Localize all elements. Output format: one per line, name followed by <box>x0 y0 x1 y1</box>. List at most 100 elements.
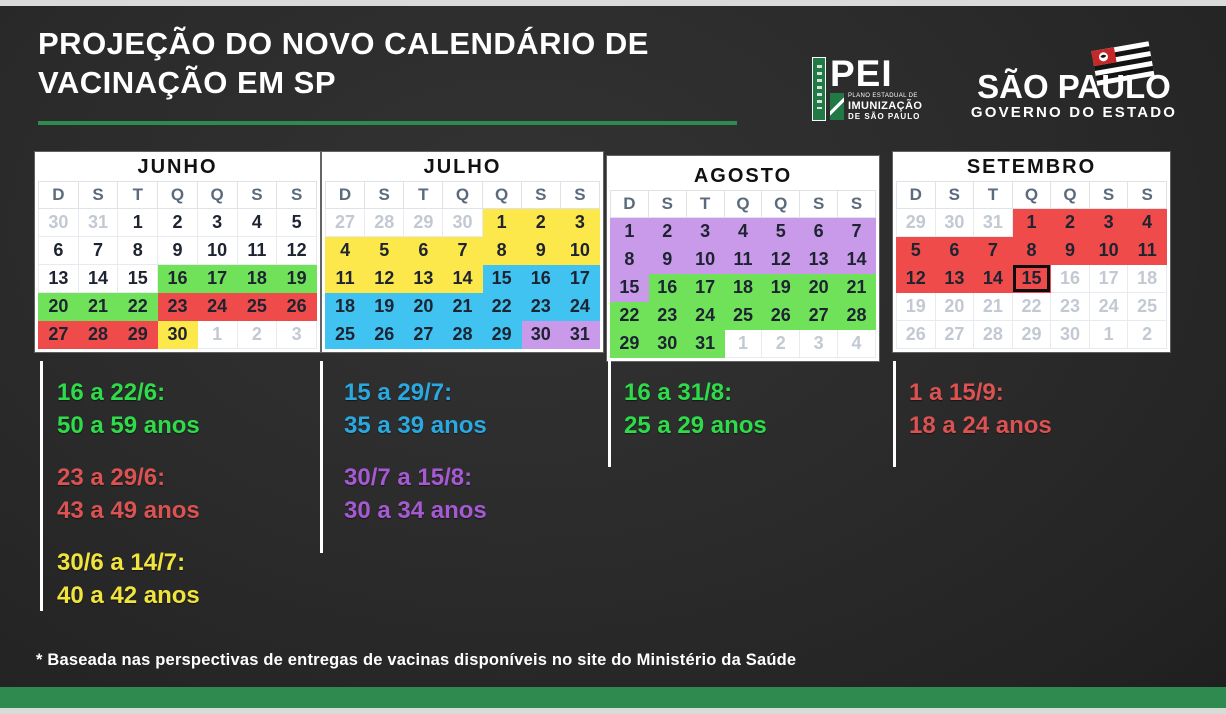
calendar-day: 22 <box>1011 291 1052 321</box>
legend-ages: 43 a 49 anos <box>57 497 200 524</box>
calendar-day: 7 <box>973 235 1013 265</box>
calendar-day: 15 <box>481 263 522 293</box>
legend-separator-line-4 <box>893 361 896 467</box>
calendar-day: 19 <box>761 272 801 302</box>
sp-logo-name: SÃO PAULO <box>977 68 1171 105</box>
calendar-day: 31 <box>685 328 725 358</box>
calendar-day: 20 <box>934 291 975 321</box>
legend-entry: 15 a 29/7: 35 a 39 anos <box>344 376 487 442</box>
legend-ages: 40 a 42 anos <box>57 582 200 609</box>
calendar-day: 1 <box>1088 319 1129 349</box>
calendar-day: 19 <box>276 263 317 293</box>
calendar-day: 29 <box>610 328 649 358</box>
calendar-day: 27 <box>403 319 444 349</box>
bottom-green-bar <box>0 687 1226 708</box>
calendar-day: 10 <box>196 235 238 265</box>
calendar-day: 22 <box>117 291 159 321</box>
calendar-day: 29 <box>403 207 444 237</box>
calendar-day: 8 <box>1011 235 1052 265</box>
calendar-week-row: 26 27 28 29 30 1 2 <box>896 319 1167 349</box>
calendar-day: 13 <box>403 263 444 293</box>
calendar-day: 11 <box>1127 235 1167 265</box>
calendar-day: 25 <box>324 319 366 349</box>
pei-subtitle-lines: PLANO ESTADUAL DE IMUNIZAÇÃO DE SÃO PAUL… <box>848 93 922 121</box>
calendar-day: 25 <box>723 300 763 330</box>
calendar-day: 20 <box>38 291 79 321</box>
calendar-day: 11 <box>723 244 763 274</box>
calendar-day: 1 <box>481 207 522 237</box>
calendar-day: 18 <box>1127 263 1167 293</box>
pei-logo-main: PEI PLANO ESTADUAL DE IMUNIZAÇÃO DE SÃO … <box>830 53 922 121</box>
pei-syringe-icon <box>830 93 844 120</box>
calendar-day: 14 <box>837 244 876 274</box>
weekday-header: Q <box>481 182 522 209</box>
page-title-line2: VACINAÇÃO EM SP <box>38 65 337 100</box>
legend-ages: 35 a 39 anos <box>344 412 487 439</box>
pei-subtitle-line1: PLANO ESTADUAL DE <box>848 93 918 99</box>
title-underline <box>38 121 737 125</box>
pei-acronym: PEI <box>830 53 893 94</box>
calendar-grid: D S T Q Q S S 27 28 29 30 1 2 3 4 5 6 7 8 9 10 11 12 13 14 15 16 17… <box>324 182 601 349</box>
weekday-header: S <box>799 191 839 218</box>
calendar-week-row: 12 13 14 15 16 17 18 <box>896 263 1167 293</box>
calendar-day: 28 <box>77 319 119 349</box>
calendar-week-row: 6 7 8 9 10 11 12 <box>38 235 317 265</box>
calendar-day: 30 <box>38 207 79 237</box>
weekday-header: Q <box>442 182 483 209</box>
calendar-day: 7 <box>77 235 119 265</box>
calendar-day: 9 <box>1050 235 1090 265</box>
calendar-day: 5 <box>761 216 801 246</box>
sp-logo-subtitle: GOVERNO DO ESTADO <box>970 104 1178 121</box>
calendar-grid: D S T Q Q S S 1 2 3 4 5 6 7 8 9 10 11 12 13 14 15 16 17 18 19 20 21… <box>610 191 876 358</box>
calendar-day: 19 <box>896 291 936 321</box>
calendar-day: 8 <box>610 244 649 274</box>
month-title: AGOSTO <box>610 162 876 191</box>
weekday-header: D <box>896 182 936 209</box>
calendar-day: 2 <box>157 207 198 237</box>
calendar-setembro: SETEMBRO D S T Q Q S S 29 30 31 1 2 3 4 5 6 7 8 9 10 11 12 13 14… <box>893 152 1170 352</box>
calendar-week-row: 30 31 1 2 3 4 5 <box>38 207 317 237</box>
calendar-week-row: 22 23 24 25 26 27 28 <box>610 300 876 330</box>
month-title: SETEMBRO <box>896 153 1167 182</box>
calendar-day: 13 <box>38 263 79 293</box>
calendar-day: 28 <box>442 319 483 349</box>
calendar-day: 4 <box>1127 207 1167 237</box>
legend-separator-line-3 <box>608 361 611 467</box>
calendar-day: 5 <box>896 235 936 265</box>
calendar-day: 14 <box>973 263 1013 293</box>
calendar-day: 1 <box>196 319 238 349</box>
calendar-day: 2 <box>761 328 801 358</box>
legend-separator-line-2 <box>320 361 323 553</box>
calendar-day: 2 <box>1050 207 1090 237</box>
calendar-day: 31 <box>77 207 119 237</box>
calendar-week-row: 18 19 20 21 22 23 24 <box>324 291 601 321</box>
calendar-day: 6 <box>38 235 79 265</box>
calendar-day: 10 <box>1088 235 1129 265</box>
calendar-day: 3 <box>276 319 317 349</box>
calendar-day: 31 <box>973 207 1013 237</box>
weekday-header: S <box>236 182 278 209</box>
calendar-day: 2 <box>520 207 561 237</box>
weekday-header: S <box>559 182 601 209</box>
calendar-day: 4 <box>723 216 763 246</box>
legend-entry: 23 a 29/6: 43 a 49 anos <box>57 461 200 527</box>
legend-range: 23 a 29/6: <box>57 464 166 491</box>
calendar-day: 26 <box>896 319 936 349</box>
legend-column: 1 a 15/9: 18 a 24 anos <box>909 376 1052 461</box>
calendar-week-row: 29 30 31 1 2 3 4 <box>610 328 876 358</box>
calendar-day: 30 <box>442 207 483 237</box>
calendar-day: 9 <box>647 244 687 274</box>
calendar-week-row: 13 14 15 16 17 18 19 <box>38 263 317 293</box>
calendar-day: 30 <box>934 207 975 237</box>
calendar-day: 19 <box>364 291 405 321</box>
calendar-day: 4 <box>236 207 278 237</box>
calendar-day: 30 <box>1050 319 1090 349</box>
legend-range: 15 a 29/7: <box>344 379 453 406</box>
calendar-day: 24 <box>1088 291 1129 321</box>
calendar-week-row: 11 12 13 14 15 16 17 <box>324 263 601 293</box>
weekday-header: Q <box>157 182 198 209</box>
weekday-header: D <box>38 182 79 209</box>
calendar-agosto: AGOSTO D S T Q Q S S 1 2 3 4 5 6 7 8 9 10 11 12 13 14 15 16 17 18… <box>607 156 879 361</box>
